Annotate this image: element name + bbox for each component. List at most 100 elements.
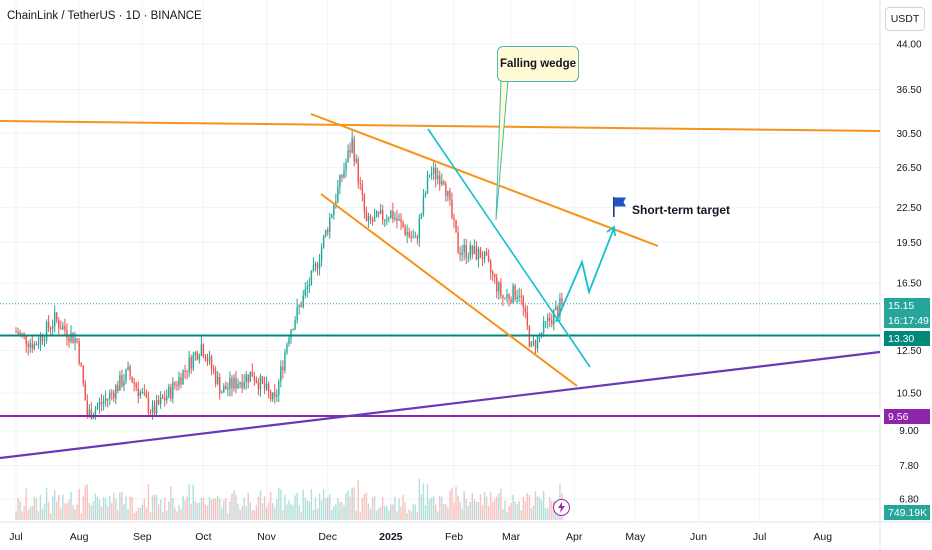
- candle-body: [367, 216, 370, 221]
- candle-body: [39, 335, 42, 345]
- volume-bar: [227, 513, 229, 520]
- volume-bar: [137, 507, 139, 520]
- candle-body: [127, 366, 129, 371]
- volume-bar: [194, 500, 196, 520]
- volume-bar: [278, 487, 280, 520]
- candle-body: [145, 392, 148, 398]
- current-price-badge: 15.15: [884, 298, 930, 313]
- falling-wedge-callout[interactable]: Falling wedge: [497, 46, 579, 82]
- candle-body: [139, 392, 141, 396]
- candle-body: [98, 401, 101, 406]
- volume-bar: [498, 493, 500, 520]
- volume-bar: [530, 508, 533, 520]
- candle-body: [544, 321, 547, 323]
- candle-body: [206, 360, 209, 362]
- candle-body: [190, 357, 192, 369]
- candle-body: [137, 387, 139, 396]
- volume-bar: [420, 494, 423, 520]
- currency-selector[interactable]: USDT: [885, 7, 925, 31]
- volume-bar: [157, 504, 160, 520]
- candle-body: [192, 354, 194, 369]
- volume-bar: [117, 510, 119, 520]
- volume-bar: [302, 489, 304, 520]
- candle-body: [349, 150, 351, 153]
- volume-bar: [512, 494, 514, 520]
- volume-bar: [518, 500, 520, 520]
- volume-bar: [308, 501, 311, 520]
- volume-bar: [198, 502, 201, 520]
- volume-bar: [17, 497, 19, 520]
- volume-bar: [381, 496, 384, 520]
- volume-bar: [487, 506, 490, 520]
- candle-body: [84, 383, 86, 401]
- candle-body: [402, 222, 404, 228]
- volume-bar: [516, 504, 518, 520]
- candle-body: [304, 289, 306, 296]
- candle-body: [473, 246, 476, 254]
- volume-bar: [223, 500, 225, 520]
- volume-bar: [463, 491, 465, 520]
- candle-body: [43, 340, 46, 342]
- candle-body: [184, 370, 186, 372]
- candle-body: [343, 170, 345, 178]
- candle-body: [29, 343, 31, 348]
- volume-bar: [375, 510, 378, 520]
- candle-body: [271, 392, 274, 400]
- volume-bar: [133, 512, 135, 520]
- volume-bar: [47, 501, 50, 520]
- candle-body: [45, 322, 48, 341]
- volume-bar: [404, 502, 406, 520]
- volume-bar: [31, 505, 34, 520]
- candle-body: [434, 167, 437, 179]
- candle-body: [388, 218, 390, 220]
- flag-icon: [613, 197, 626, 217]
- candle-body: [194, 352, 196, 355]
- projection-arrowhead: [606, 225, 616, 237]
- candle-body: [418, 218, 421, 239]
- candle-body: [491, 272, 494, 275]
- candle-body: [316, 263, 319, 269]
- candle-body: [58, 320, 60, 329]
- volume-bar: [200, 497, 203, 520]
- candle-body: [117, 385, 119, 391]
- candle-body: [445, 184, 447, 196]
- x-tick-label: Sep: [133, 531, 152, 543]
- candle-body: [33, 344, 36, 350]
- y-tick-label: 44.00: [896, 40, 921, 51]
- volume-bar: [524, 501, 527, 520]
- volume-bar: [304, 497, 306, 520]
- short-term-target-label: Short-term target: [632, 203, 731, 217]
- volume-bar: [331, 509, 333, 520]
- volume-bar: [457, 495, 459, 520]
- candle-body: [261, 376, 264, 384]
- candle-body: [314, 263, 317, 266]
- volume-bar: [447, 507, 449, 520]
- candle-body: [17, 332, 19, 335]
- volume-bar: [74, 508, 76, 520]
- volume-bar: [485, 496, 488, 520]
- candle-body: [235, 377, 237, 389]
- volume-bar: [276, 499, 278, 520]
- volume-bar: [68, 499, 70, 520]
- candle-body: [379, 210, 382, 214]
- candle-body: [108, 392, 111, 399]
- candle-body: [15, 331, 17, 333]
- volume-bar: [184, 500, 186, 520]
- candle-body: [53, 312, 56, 327]
- volume-bar: [345, 493, 347, 520]
- candle-body: [514, 285, 516, 300]
- volume-bar: [526, 492, 529, 520]
- volume-bar: [202, 497, 205, 520]
- volume-bar: [135, 511, 137, 520]
- y-tick-label: 9.00: [899, 426, 919, 437]
- candle-body: [35, 344, 38, 346]
- candle-body: [335, 201, 337, 206]
- candle-body: [500, 282, 502, 296]
- candle-body: [398, 219, 400, 221]
- candle-body: [300, 305, 302, 308]
- lightning-icon[interactable]: [553, 499, 570, 516]
- candle-body: [333, 205, 335, 215]
- volume-bar: [15, 511, 17, 520]
- volume-bar: [58, 494, 60, 520]
